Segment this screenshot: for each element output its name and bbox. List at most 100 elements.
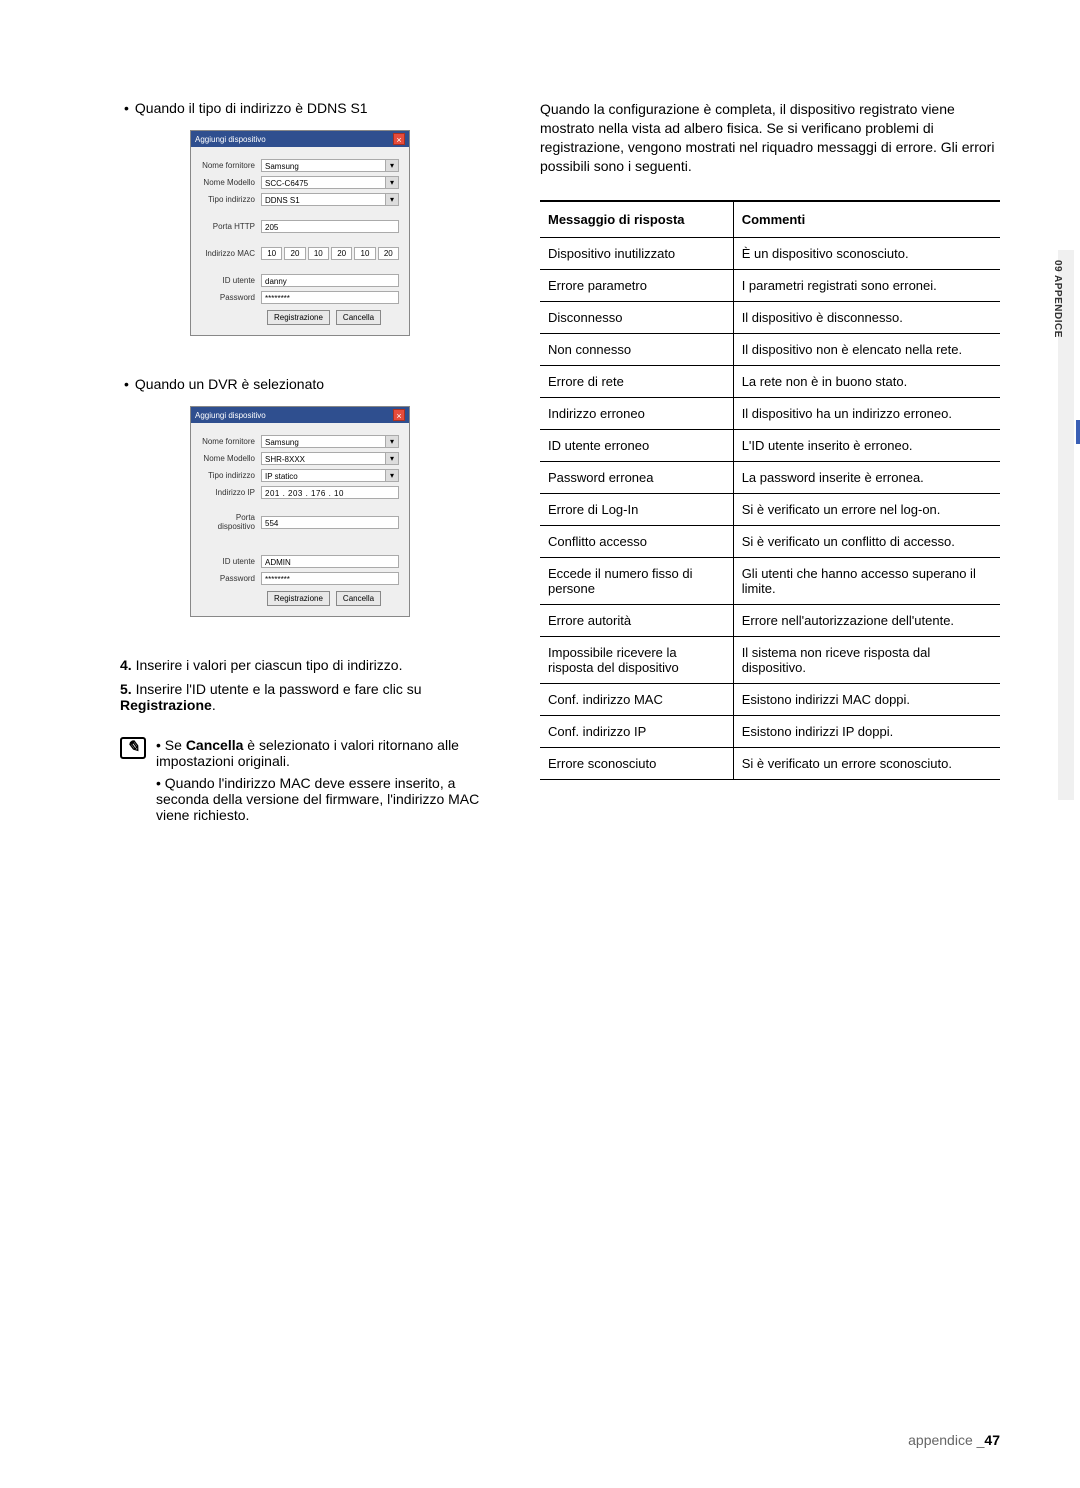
intro-paragraph: Quando la configurazione è completa, il … [540, 100, 1000, 176]
vendor-label: Nome fornitore [201, 161, 261, 170]
ip-input[interactable]: 201 . 203 . 176 . 10 [261, 486, 399, 499]
pass-label: Password [201, 293, 261, 302]
col-comments: Commenti [733, 201, 1000, 238]
model-select[interactable]: SHR-8XXX [261, 452, 399, 465]
table-row: Conflitto accessoSi è verificato un conf… [540, 525, 1000, 557]
response-cell: Non connesso [540, 333, 733, 365]
model-label: Nome Modello [201, 178, 261, 187]
table-row: Impossibile ricevere la risposta del dis… [540, 636, 1000, 683]
response-cell: Errore sconosciuto [540, 747, 733, 779]
comment-cell: La rete non è in buono stato. [733, 365, 1000, 397]
page-footer: appendice _47 [908, 1432, 1000, 1448]
addr-type-label: Tipo indirizzo [201, 471, 261, 480]
comment-cell: Il dispositivo è disconnesso. [733, 301, 1000, 333]
table-row: Errore parametroI parametri registrati s… [540, 269, 1000, 301]
close-icon[interactable]: × [393, 409, 405, 421]
error-messages-table: Messaggio di risposta Commenti Dispositi… [540, 200, 1000, 780]
response-cell: Dispositivo inutilizzato [540, 237, 733, 269]
table-row: Errore autoritàErrore nell'autorizzazion… [540, 604, 1000, 636]
dev-port-label: Porta dispositivo [201, 513, 261, 531]
user-label: ID utente [201, 557, 261, 566]
note-icon: ✎ [120, 737, 146, 759]
mac-input-group[interactable]: 10 20 10 20 10 20 [261, 247, 399, 260]
table-row: ID utente erroneoL'ID utente inserito è … [540, 429, 1000, 461]
dialog-title: Aggiungi dispositivo [195, 411, 266, 420]
comment-cell: Si è verificato un errore nel log-on. [733, 493, 1000, 525]
table-row: Dispositivo inutilizzatoÈ un dispositivo… [540, 237, 1000, 269]
comment-cell: La password inserite è erronea. [733, 461, 1000, 493]
mac-label: Indirizzo MAC [201, 249, 261, 258]
close-icon[interactable]: × [393, 133, 405, 145]
mac-seg[interactable]: 10 [261, 247, 282, 260]
comment-cell: Errore nell'autorizzazione dell'utente. [733, 604, 1000, 636]
mac-seg[interactable]: 10 [354, 247, 375, 260]
section-tab-marker [1076, 420, 1080, 444]
mac-seg[interactable]: 20 [378, 247, 399, 260]
mac-seg[interactable]: 10 [308, 247, 329, 260]
table-row: Errore sconosciutoSi è verificato un err… [540, 747, 1000, 779]
note-cancel: Se Cancella è selezionato i valori ritor… [156, 737, 480, 769]
table-row: Non connessoIl dispositivo non è elencat… [540, 333, 1000, 365]
table-row: Eccede il numero fisso di personeGli ute… [540, 557, 1000, 604]
comment-cell: Gli utenti che hanno accesso superano il… [733, 557, 1000, 604]
ip-label: Indirizzo IP [201, 488, 261, 497]
comment-cell: Si è verificato un conflitto di accesso. [733, 525, 1000, 557]
register-button[interactable]: Registrazione [267, 591, 330, 606]
cancel-button[interactable]: Cancella [336, 591, 381, 606]
vendor-label: Nome fornitore [201, 437, 261, 446]
comment-cell: I parametri registrati sono erronei. [733, 269, 1000, 301]
response-cell: ID utente erroneo [540, 429, 733, 461]
response-cell: Errore di rete [540, 365, 733, 397]
bullet-ddns: Quando il tipo di indirizzo è DDNS S1 [124, 100, 480, 116]
add-device-dialog-ddns: Aggiungi dispositivo × Nome fornitore Sa… [190, 130, 410, 336]
model-select[interactable]: SCC-C6475 [261, 176, 399, 189]
comment-cell: Si è verificato un errore sconosciuto. [733, 747, 1000, 779]
comment-cell: È un dispositivo sconosciuto. [733, 237, 1000, 269]
pass-input[interactable]: ******** [261, 572, 399, 585]
step-5: 5. Inserire l'ID utente e la password e … [120, 681, 480, 713]
addr-type-select[interactable]: DDNS S1 [261, 193, 399, 206]
table-row: Errore di Log-InSi è verificato un error… [540, 493, 1000, 525]
comment-cell: Il dispositivo non è elencato nella rete… [733, 333, 1000, 365]
table-row: Password erroneaLa password inserite è e… [540, 461, 1000, 493]
mac-seg[interactable]: 20 [284, 247, 305, 260]
register-button[interactable]: Registrazione [267, 310, 330, 325]
model-label: Nome Modello [201, 454, 261, 463]
note-mac: Quando l'indirizzo MAC deve essere inser… [156, 775, 480, 823]
response-cell: Impossibile ricevere la risposta del dis… [540, 636, 733, 683]
mac-seg[interactable]: 20 [331, 247, 352, 260]
add-device-dialog-dvr: Aggiungi dispositivo × Nome fornitore Sa… [190, 406, 410, 617]
user-input[interactable]: danny [261, 274, 399, 287]
step-4: 4. Inserire i valori per ciascun tipo di… [120, 657, 480, 673]
cancel-button[interactable]: Cancella [336, 310, 381, 325]
col-response: Messaggio di risposta [540, 201, 733, 238]
user-label: ID utente [201, 276, 261, 285]
dialog-title: Aggiungi dispositivo [195, 135, 266, 144]
response-cell: Conf. indirizzo MAC [540, 683, 733, 715]
vendor-select[interactable]: Samsung [261, 435, 399, 448]
comment-cell: Esistono indirizzi MAC doppi. [733, 683, 1000, 715]
addr-type-select[interactable]: IP statico [261, 469, 399, 482]
pass-input[interactable]: ******** [261, 291, 399, 304]
comment-cell: L'ID utente inserito è erroneo. [733, 429, 1000, 461]
dev-port-input[interactable]: 554 [261, 516, 399, 529]
comment-cell: Il sistema non riceve risposta dal dispo… [733, 636, 1000, 683]
bullet-dvr: Quando un DVR è selezionato [124, 376, 480, 392]
table-row: Errore di reteLa rete non è in buono sta… [540, 365, 1000, 397]
response-cell: Password erronea [540, 461, 733, 493]
pass-label: Password [201, 574, 261, 583]
comment-cell: Esistono indirizzi IP doppi. [733, 715, 1000, 747]
vendor-select[interactable]: Samsung [261, 159, 399, 172]
section-tab-label: 09 APPENDICE [1052, 260, 1063, 338]
addr-type-label: Tipo indirizzo [201, 195, 261, 204]
user-input[interactable]: ADMIN [261, 555, 399, 568]
http-port-input[interactable]: 205 [261, 220, 399, 233]
table-row: Indirizzo erroneoIl dispositivo ha un in… [540, 397, 1000, 429]
response-cell: Errore di Log-In [540, 493, 733, 525]
table-row: Conf. indirizzo IPEsistono indirizzi IP … [540, 715, 1000, 747]
response-cell: Eccede il numero fisso di persone [540, 557, 733, 604]
response-cell: Disconnesso [540, 301, 733, 333]
response-cell: Errore parametro [540, 269, 733, 301]
table-row: DisconnessoIl dispositivo è disconnesso. [540, 301, 1000, 333]
response-cell: Conf. indirizzo IP [540, 715, 733, 747]
